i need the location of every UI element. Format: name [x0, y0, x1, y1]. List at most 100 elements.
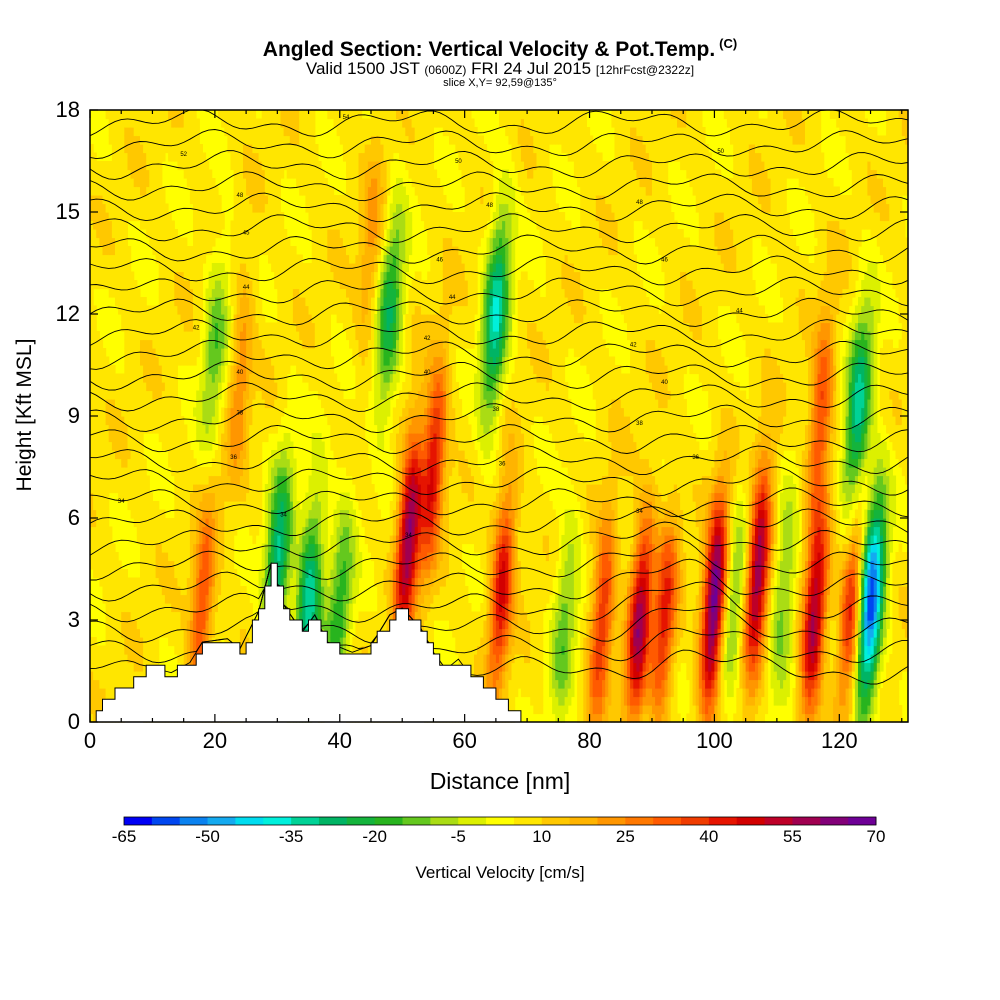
- velocity-cell: [252, 161, 257, 171]
- velocity-cell: [258, 152, 263, 162]
- velocity-cell: [308, 178, 313, 188]
- velocity-cell: [152, 229, 157, 239]
- velocity-cell: [311, 339, 316, 349]
- velocity-cell: [149, 407, 153, 417]
- velocity-cell: [158, 620, 163, 630]
- velocity-cell: [308, 331, 313, 341]
- velocity-cell: [286, 305, 291, 315]
- velocity-cell: [308, 118, 313, 128]
- velocity-cell: [168, 288, 172, 298]
- velocity-cell: [296, 552, 300, 562]
- velocity-cell: [146, 552, 150, 562]
- velocity-cell: [268, 110, 272, 120]
- velocity-cell: [299, 297, 303, 307]
- velocity-cell: [352, 475, 356, 485]
- velocity-cell: [327, 586, 331, 596]
- velocity-cell: [352, 399, 356, 409]
- velocity-cell: [352, 118, 356, 128]
- velocity-cell: [146, 484, 150, 494]
- velocity-cell: [186, 127, 191, 137]
- velocity-cell: [358, 373, 363, 383]
- velocity-cell: [227, 144, 232, 154]
- velocity-cell: [118, 407, 122, 417]
- velocity-cell: [233, 348, 238, 358]
- velocity-cell: [286, 254, 291, 264]
- velocity-cell: [108, 620, 113, 630]
- velocity-cell: [286, 365, 291, 375]
- velocity-cell: [93, 509, 97, 519]
- velocity-cell: [355, 135, 360, 145]
- velocity-cell: [155, 254, 160, 264]
- velocity-cell: [96, 424, 100, 434]
- velocity-cell: [161, 594, 166, 604]
- velocity-cell: [246, 433, 250, 443]
- velocity-cell: [127, 390, 132, 400]
- velocity-cell: [255, 509, 260, 519]
- velocity-cell: [280, 509, 285, 519]
- velocity-cell: [243, 186, 247, 196]
- velocity-cell: [121, 237, 125, 247]
- velocity-cell: [355, 280, 360, 290]
- velocity-cell: [96, 237, 100, 247]
- velocity-cell: [161, 543, 166, 553]
- velocity-cell: [296, 263, 300, 273]
- velocity-cell: [308, 263, 313, 273]
- velocity-cell: [102, 560, 107, 570]
- velocity-cell: [177, 611, 182, 621]
- velocity-cell: [208, 475, 213, 485]
- velocity-cell: [317, 212, 322, 222]
- velocity-cell: [205, 628, 210, 638]
- velocity-cell: [302, 127, 306, 137]
- velocity-cell: [233, 229, 238, 239]
- velocity-cell: [308, 297, 313, 307]
- velocity-cell: [155, 356, 160, 366]
- chart-title: Angled Section: Vertical Velocity & Pot.…: [0, 36, 1000, 62]
- velocity-cell: [268, 152, 272, 162]
- velocity-cell: [149, 212, 153, 222]
- velocity-cell: [314, 467, 319, 477]
- velocity-cell: [252, 373, 257, 383]
- velocity-cell: [127, 628, 132, 638]
- velocity-cell: [133, 484, 138, 494]
- velocity-cell: [90, 662, 94, 672]
- velocity-cell: [358, 569, 363, 579]
- velocity-cell: [111, 475, 116, 485]
- velocity-cell: [124, 135, 128, 145]
- velocity-cell: [108, 688, 113, 698]
- velocity-cell: [342, 399, 347, 409]
- velocity-cell: [221, 305, 225, 315]
- velocity-cell: [158, 305, 163, 315]
- velocity-cell: [280, 331, 285, 341]
- velocity-cell: [143, 535, 147, 545]
- velocity-cell: [130, 424, 135, 434]
- velocity-cell: [346, 424, 350, 434]
- velocity-cell: [246, 492, 250, 502]
- velocity-cell: [90, 365, 94, 375]
- velocity-cell: [208, 611, 213, 621]
- velocity-cell: [161, 288, 166, 298]
- velocity-cell: [342, 611, 347, 621]
- velocity-cell: [352, 237, 356, 247]
- velocity-cell: [214, 509, 219, 519]
- velocity-cell: [283, 569, 288, 579]
- velocity-cell: [111, 186, 116, 196]
- velocity-cell: [243, 509, 247, 519]
- velocity-cell: [355, 178, 360, 188]
- velocity-cell: [118, 373, 122, 383]
- velocity-cell: [186, 356, 191, 366]
- velocity-cell: [161, 526, 166, 536]
- velocity-cell: [230, 254, 235, 264]
- velocity-cell: [205, 339, 210, 349]
- velocity-cell: [321, 186, 325, 196]
- velocity-cell: [283, 492, 288, 502]
- velocity-cell: [193, 263, 197, 273]
- velocity-cell: [102, 535, 107, 545]
- velocity-cell: [289, 135, 294, 145]
- velocity-cell: [130, 679, 135, 689]
- velocity-cell: [155, 373, 160, 383]
- velocity-cell: [202, 169, 207, 179]
- velocity-cell: [299, 348, 303, 358]
- velocity-cell: [171, 110, 175, 120]
- velocity-cell: [127, 322, 132, 332]
